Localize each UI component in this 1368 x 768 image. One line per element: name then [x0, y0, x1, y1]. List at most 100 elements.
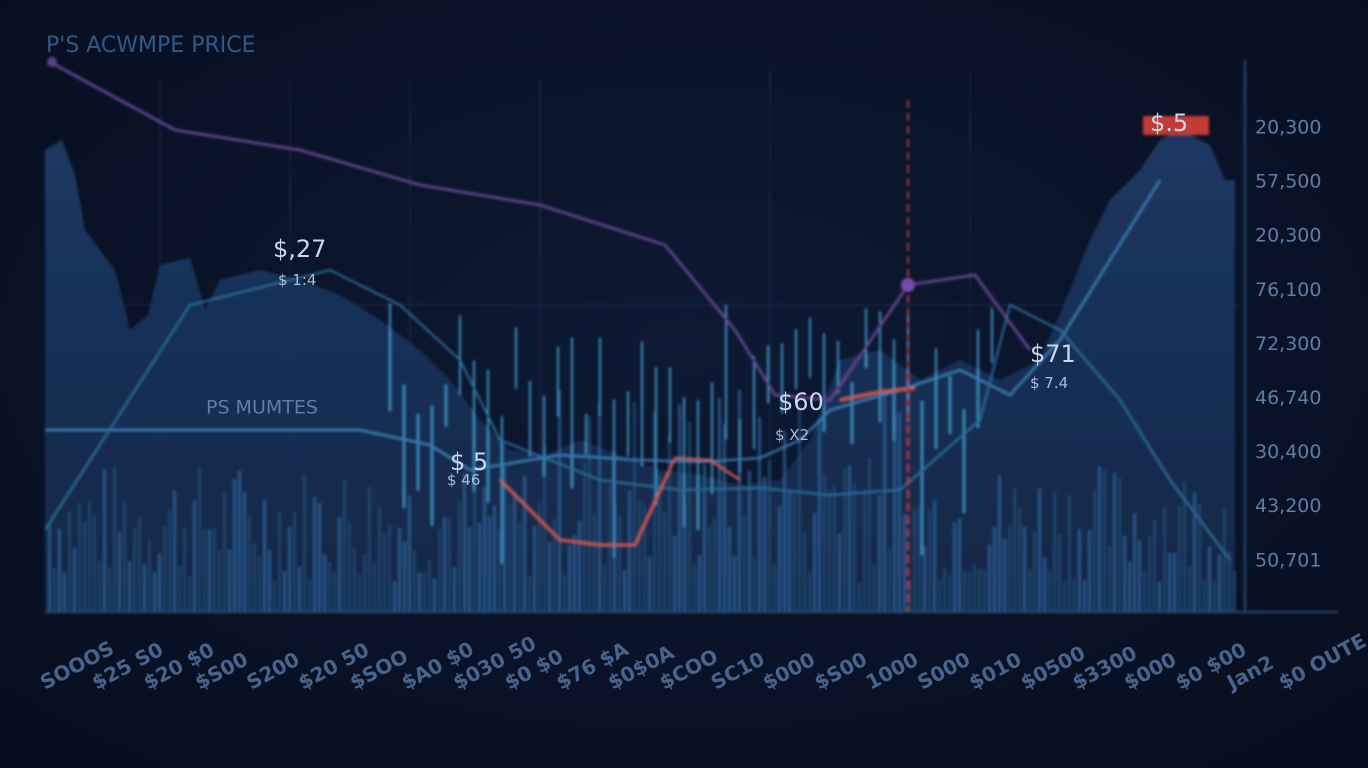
volume-bar	[533, 525, 536, 612]
volume-bar	[178, 565, 181, 612]
volume-bar	[1233, 570, 1236, 612]
volume-bar	[153, 572, 156, 612]
volume-bar	[513, 491, 516, 612]
volume-bar	[743, 515, 746, 612]
volume-bar	[708, 526, 711, 612]
volume-bar	[163, 525, 166, 612]
volume-bar	[843, 468, 846, 612]
volume-bar	[508, 503, 511, 612]
volume-bar	[143, 563, 146, 612]
volume-bar	[248, 515, 251, 612]
volume-bar	[823, 473, 826, 612]
volume-bar	[1163, 507, 1166, 612]
volume-bar	[388, 524, 391, 612]
volume-bar	[763, 476, 766, 612]
volume-bar	[558, 390, 561, 612]
volume-bar	[663, 512, 666, 612]
volume-bar	[608, 485, 611, 612]
blue-line	[45, 179, 1161, 472]
volume-bar	[98, 560, 101, 612]
volume-bar	[293, 511, 296, 612]
volume-bar	[618, 515, 621, 612]
volume-bar	[463, 473, 466, 612]
price-area	[45, 130, 1235, 612]
volume-bar	[278, 511, 281, 612]
volume-bar	[173, 490, 176, 612]
volume-bar	[1058, 534, 1061, 612]
price-badge	[1143, 116, 1209, 135]
volume-bar	[1143, 571, 1146, 612]
y-tick-label: 57,500	[1255, 171, 1321, 193]
volume-bar	[538, 502, 541, 612]
volume-bar	[343, 480, 346, 612]
volume-bar	[253, 543, 256, 612]
volume-bar	[588, 415, 591, 612]
volume-bar	[803, 532, 806, 612]
volume-bar	[723, 423, 726, 612]
volume-bar	[953, 522, 956, 612]
volume-bar	[83, 522, 86, 612]
volume-bar	[1113, 473, 1116, 612]
volume-bar	[1108, 545, 1111, 612]
volume-bar	[1178, 505, 1181, 612]
volume-bar	[908, 579, 911, 612]
volume-bar	[713, 517, 716, 612]
red-segment	[839, 386, 916, 402]
volume-bar	[188, 576, 191, 612]
volume-bar	[993, 526, 996, 612]
volume-bar	[1033, 531, 1036, 612]
volume-bar	[888, 548, 891, 612]
volume-bar	[168, 509, 171, 612]
volume-bar	[1128, 561, 1131, 612]
volume-bar	[1168, 553, 1171, 612]
volume-bar	[943, 567, 946, 612]
volume-bar	[328, 561, 331, 612]
volume-bar	[1153, 519, 1156, 612]
volume-bar	[1123, 535, 1126, 612]
volume-bar	[578, 520, 581, 612]
volume-bar	[448, 518, 451, 612]
volume-bar	[683, 505, 686, 612]
volume-bar	[898, 412, 901, 612]
volume-bar	[1013, 488, 1016, 612]
volume-bar	[1023, 526, 1026, 612]
volume-bar	[428, 559, 431, 612]
volume-bar	[783, 431, 786, 612]
volume-bar	[548, 541, 551, 612]
volume-bar	[1173, 553, 1176, 612]
volume-bar	[673, 536, 676, 612]
volume-bar	[218, 550, 221, 612]
volume-bar	[318, 502, 321, 612]
volume-bar	[768, 459, 771, 612]
volume-bar	[118, 531, 121, 612]
volume-bar	[468, 526, 471, 612]
volume-bar	[48, 523, 51, 612]
volume-bar	[553, 519, 556, 612]
volume-bar	[1018, 508, 1021, 612]
volume-bar	[848, 464, 851, 612]
volume-bar	[933, 500, 936, 612]
volume-bar	[458, 502, 461, 612]
volume-bar	[478, 522, 481, 612]
purple-line	[49, 60, 1032, 402]
volume-bar	[443, 517, 446, 612]
volume-bar	[503, 465, 506, 612]
volume-bar	[243, 492, 246, 612]
volume-bar	[1138, 540, 1141, 612]
volume-bar	[333, 572, 336, 612]
volume-bar	[813, 512, 816, 612]
volume-bar	[483, 487, 486, 612]
volume-bar	[913, 508, 916, 612]
volume-bar	[583, 462, 586, 612]
volume-bar	[568, 545, 571, 612]
volume-bar	[1053, 491, 1056, 612]
volume-bar	[68, 511, 71, 612]
chart-title: P'S ACWMPE PRICE	[46, 33, 256, 58]
volume-bar	[938, 580, 941, 612]
volume-bar	[1213, 580, 1216, 612]
volume-bar	[1228, 551, 1231, 612]
volume-bar	[423, 572, 426, 612]
volume-bar	[753, 557, 756, 612]
volume-bar	[303, 474, 306, 612]
volume-bar	[158, 553, 161, 612]
